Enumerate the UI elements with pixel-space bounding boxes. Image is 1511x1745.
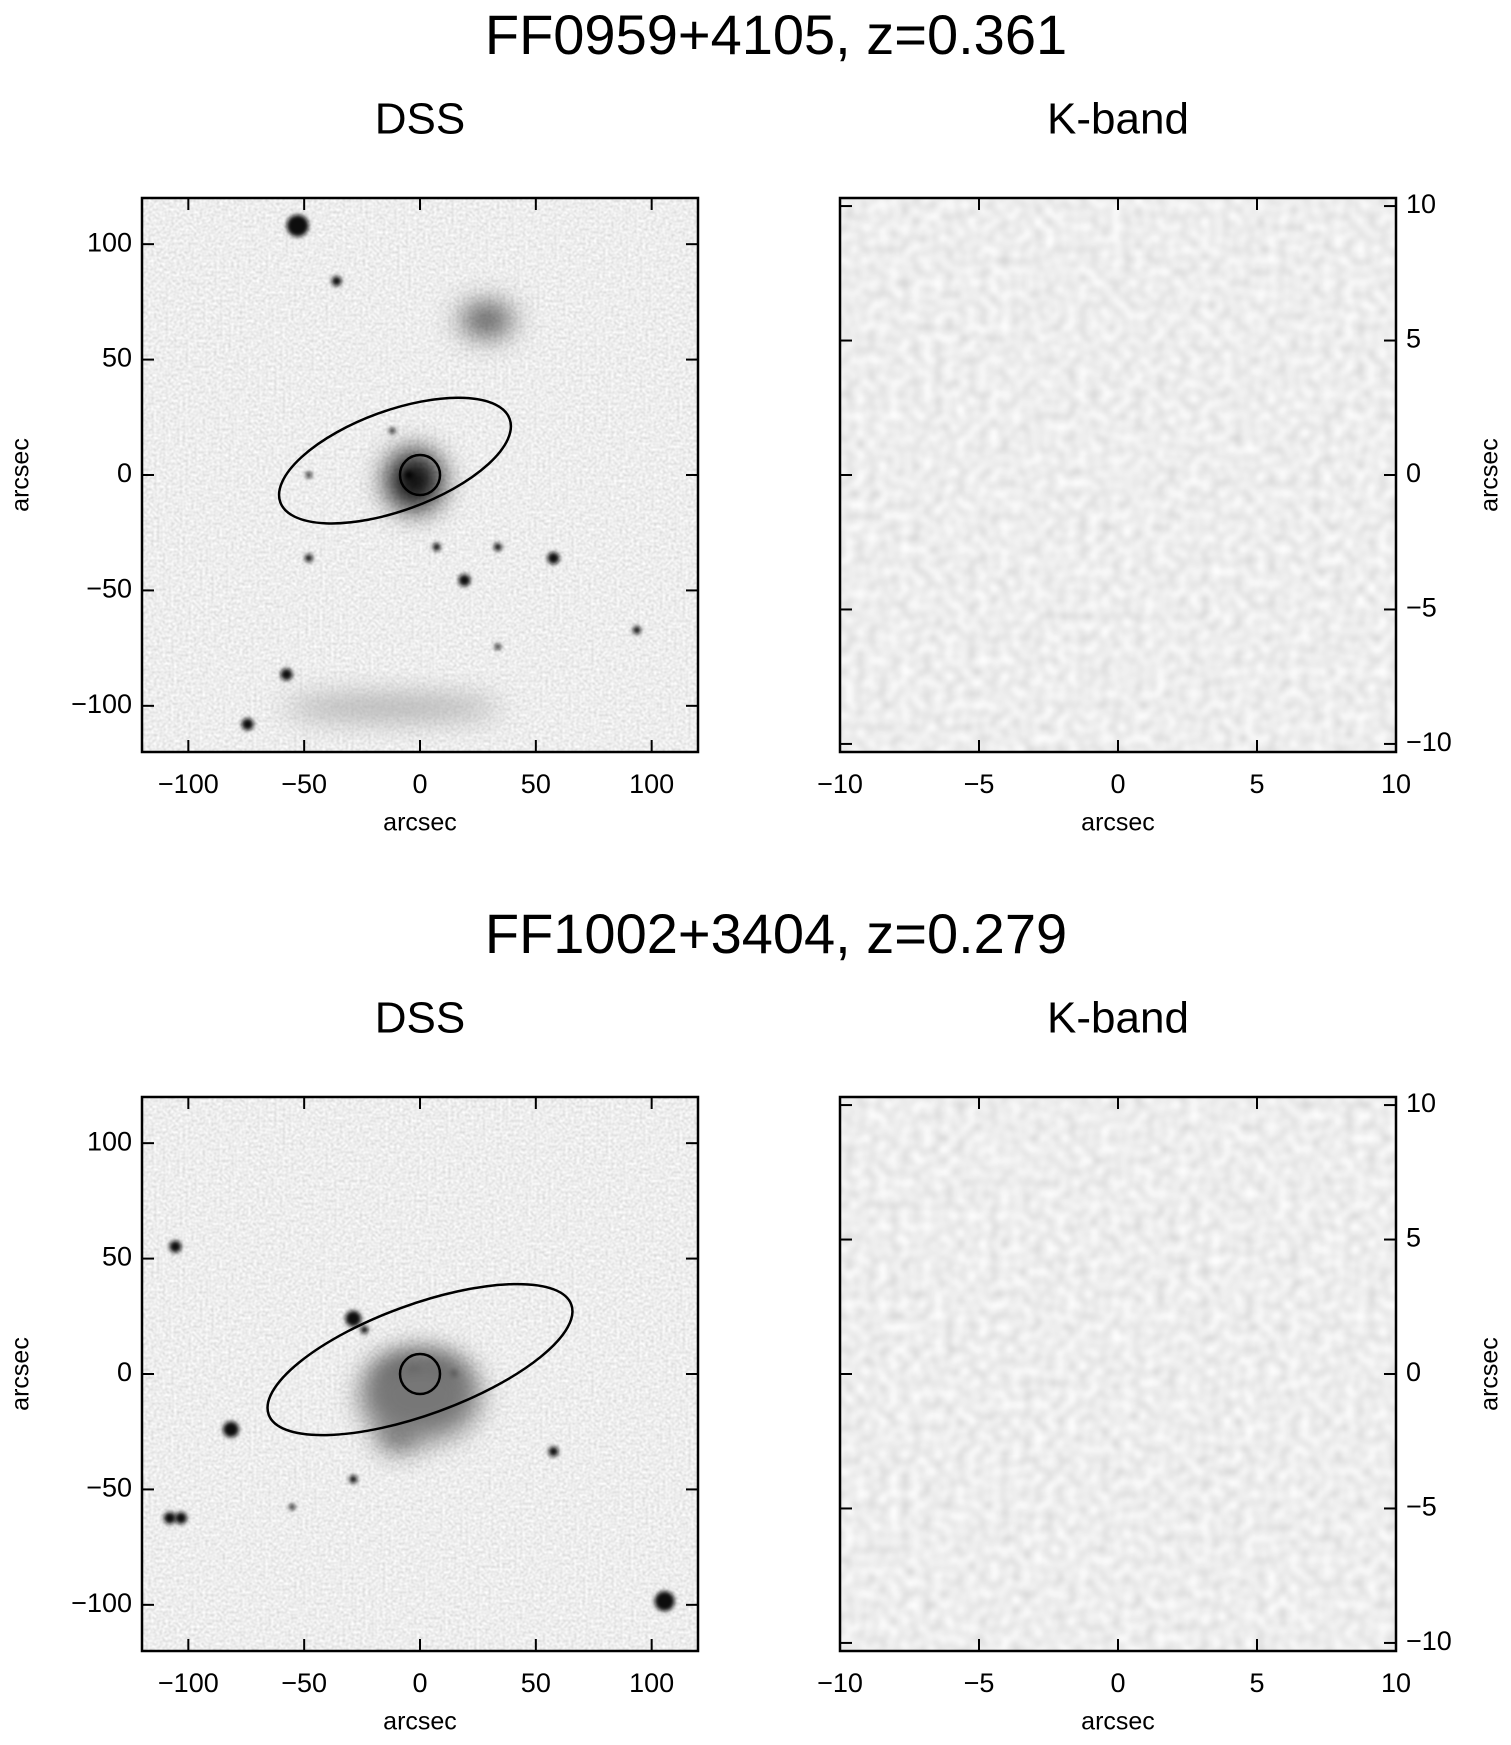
panel (140, 196, 700, 754)
y-tick-label: −10 (1406, 727, 1452, 757)
x-tick-label: 5 (1249, 769, 1264, 799)
star (169, 1240, 182, 1253)
x-tick-label: 0 (1110, 769, 1125, 799)
y-axis-label: arcsec (1476, 1337, 1504, 1411)
x-tick-label: 0 (1110, 1668, 1125, 1698)
y-tick-label: 0 (117, 458, 132, 488)
star (547, 552, 560, 565)
star (360, 1325, 369, 1334)
x-axis-label: arcsec (383, 809, 457, 837)
panel-title: DSS (375, 994, 465, 1043)
y-tick-label: 10 (1406, 1088, 1436, 1118)
y-tick-label: −5 (1406, 593, 1437, 623)
y-axis-label: arcsec (7, 438, 35, 512)
star (432, 543, 441, 552)
x-tick-label: −5 (964, 1668, 995, 1698)
star (222, 1421, 239, 1438)
star (289, 1503, 296, 1510)
source (386, 450, 443, 511)
source (460, 303, 513, 336)
y-tick-label: 50 (102, 1242, 132, 1272)
panel (838, 196, 1398, 754)
x-tick-label: 10 (1381, 769, 1411, 799)
x-tick-label: −10 (817, 769, 863, 799)
y-tick-label: 0 (1406, 1357, 1421, 1387)
x-tick-label: 100 (629, 1668, 674, 1698)
y-tick-label: −100 (71, 1588, 132, 1618)
panel (140, 1095, 700, 1653)
figure-title: FF0959+4105, z=0.361 (485, 3, 1067, 66)
star (548, 1446, 559, 1457)
y-tick-label: 0 (1406, 458, 1421, 488)
star (493, 543, 502, 552)
x-tick-label: −10 (817, 1668, 863, 1698)
x-tick-label: 50 (521, 1668, 551, 1698)
x-tick-label: −50 (281, 769, 327, 799)
star (286, 214, 309, 237)
x-tick-label: −100 (158, 1668, 219, 1698)
x-axis-label: arcsec (383, 1708, 457, 1736)
x-tick-label: −50 (281, 1668, 327, 1698)
x-tick-label: 0 (412, 769, 427, 799)
y-tick-label: 100 (87, 1126, 132, 1156)
star (280, 668, 293, 681)
star (494, 643, 501, 650)
y-tick-label: 100 (87, 227, 132, 257)
y-tick-label: −50 (86, 574, 132, 604)
star (305, 472, 312, 478)
x-axis-label: arcsec (1081, 809, 1155, 837)
y-axis-label: arcsec (7, 1337, 35, 1411)
aperture-ellipse (266, 1282, 574, 1437)
y-tick-label: 0 (117, 1357, 132, 1387)
x-tick-label: 50 (521, 769, 551, 799)
y-tick-label: 10 (1406, 189, 1436, 219)
star (458, 574, 471, 587)
star (345, 1310, 362, 1327)
panel-title: DSS (375, 95, 465, 144)
star (163, 1512, 176, 1525)
y-tick-label: −10 (1406, 1626, 1452, 1656)
star (632, 626, 641, 635)
star (349, 1475, 358, 1484)
target-circle (398, 1352, 442, 1396)
source (360, 1351, 480, 1442)
star (304, 554, 313, 563)
y-tick-label: 5 (1406, 1223, 1421, 1253)
panel-title: K-band (1047, 994, 1189, 1043)
x-tick-label: −5 (964, 769, 995, 799)
x-tick-label: 0 (412, 1668, 427, 1698)
star (174, 1512, 187, 1525)
x-tick-label: 5 (1249, 1668, 1264, 1698)
star (331, 276, 342, 287)
star (241, 718, 254, 731)
y-tick-label: −5 (1406, 1492, 1437, 1522)
source (282, 695, 503, 720)
target-circle (398, 453, 442, 497)
image (840, 198, 1396, 752)
y-axis-label: arcsec (1476, 438, 1504, 512)
x-tick-label: 10 (1381, 1668, 1411, 1698)
image (840, 1097, 1396, 1651)
x-tick-label: 100 (629, 769, 674, 799)
star (389, 427, 396, 434)
star (654, 1591, 675, 1612)
y-tick-label: −100 (71, 689, 132, 719)
y-tick-label: −50 (86, 1473, 132, 1503)
panel (838, 1095, 1398, 1653)
aperture-ellipse (277, 396, 513, 525)
y-tick-label: 5 (1406, 324, 1421, 354)
y-tick-label: 50 (102, 343, 132, 373)
x-axis-label: arcsec (1081, 1708, 1155, 1736)
figure-title: FF1002+3404, z=0.279 (485, 902, 1067, 965)
x-tick-label: −100 (158, 769, 219, 799)
panel-title: K-band (1047, 95, 1189, 144)
